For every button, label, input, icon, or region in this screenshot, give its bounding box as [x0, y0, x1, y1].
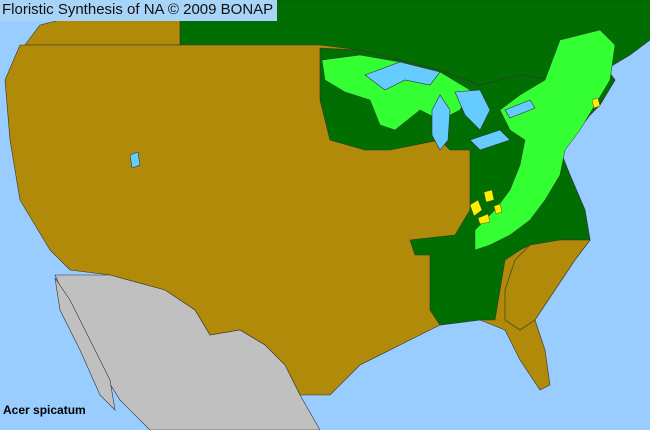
- rare-counties: [469, 97, 601, 225]
- baja-peninsula: [54, 277, 116, 411]
- present-counties-east: [474, 29, 616, 251]
- species-label: Acer spicatum: [3, 403, 86, 417]
- great-lakes: [129, 61, 536, 169]
- southeast-coastal-region: [504, 239, 591, 331]
- map-title: Floristic Synthesis of NA © 2009 BONAP: [0, 0, 278, 21]
